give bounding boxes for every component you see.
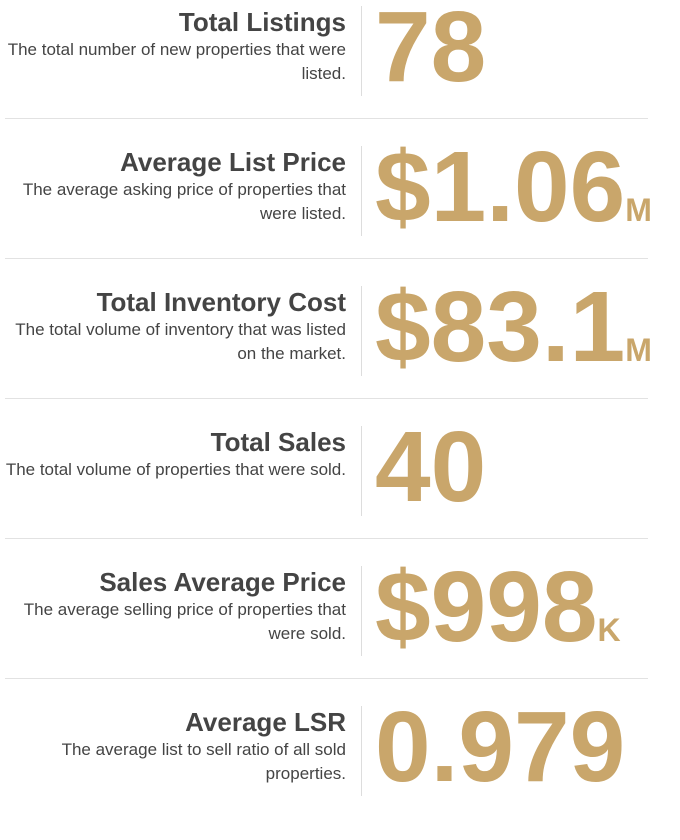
stats-page: {"stats": [ {"title": "Total Listings", … bbox=[0, 0, 680, 797]
stat-value-box: 78 bbox=[375, 0, 486, 97]
stat-value-box: $83.1M bbox=[375, 277, 652, 400]
divider bbox=[361, 706, 362, 796]
stat-description: The total volume of inventory that was l… bbox=[15, 320, 346, 363]
stat-description: The average asking price of properties t… bbox=[22, 180, 346, 223]
stat-value-box: $998K bbox=[375, 557, 621, 680]
stat-row: Total Sales The total volume of propertie… bbox=[0, 417, 680, 560]
stat-value: $83.1 bbox=[375, 271, 626, 383]
stat-title: Total Sales bbox=[210, 427, 346, 457]
divider bbox=[361, 146, 362, 236]
stat-text: Total Inventory Cost The total volume of … bbox=[0, 286, 346, 366]
stat-text: Average LSR The average list to sell rati… bbox=[0, 706, 346, 786]
separator bbox=[5, 398, 648, 399]
stat-description: The average list to sell ratio of all so… bbox=[61, 740, 346, 783]
stat-text: Sales Average Price The average selling p… bbox=[0, 566, 346, 646]
stat-value: $998 bbox=[375, 551, 598, 663]
stat-title: Average LSR bbox=[185, 707, 346, 737]
stat-text: Total Sales The total volume of propertie… bbox=[0, 426, 346, 482]
divider bbox=[361, 286, 362, 376]
stat-row: Total Listings The total number of new pr… bbox=[0, 0, 680, 140]
stat-value-box: 40 bbox=[375, 417, 486, 517]
separator bbox=[5, 678, 648, 679]
stat-value: 40 bbox=[375, 411, 487, 523]
stat-value-box: $1.06M bbox=[375, 137, 652, 260]
stat-title: Total Inventory Cost bbox=[96, 287, 346, 317]
stat-description: The total number of new properties that … bbox=[7, 40, 346, 83]
stat-title: Sales Average Price bbox=[99, 567, 346, 597]
stat-unit: K bbox=[597, 612, 621, 648]
separator bbox=[5, 538, 648, 539]
stat-row: Average LSR The average list to sell rati… bbox=[0, 697, 680, 840]
divider bbox=[361, 6, 362, 96]
stat-value: $1.06 bbox=[375, 131, 626, 243]
stat-text: Total Listings The total number of new pr… bbox=[0, 6, 346, 86]
stat-unit: M bbox=[625, 192, 652, 228]
stat-unit: M bbox=[625, 332, 652, 368]
divider bbox=[361, 426, 362, 516]
stat-row: Total Inventory Cost The total volume of … bbox=[0, 277, 680, 420]
stat-value-box: 0.979 bbox=[375, 697, 625, 797]
stat-row: Average List Price The average asking pri… bbox=[0, 137, 680, 280]
divider bbox=[361, 566, 362, 656]
stat-text: Average List Price The average asking pri… bbox=[0, 146, 346, 226]
stat-description: The total volume of properties that were… bbox=[5, 460, 346, 479]
stat-value: 78 bbox=[375, 0, 487, 103]
stat-row: Sales Average Price The average selling p… bbox=[0, 557, 680, 700]
separator bbox=[5, 118, 648, 119]
stat-title: Average List Price bbox=[120, 147, 346, 177]
stat-description: The average selling price of properties … bbox=[23, 600, 346, 643]
stat-value: 0.979 bbox=[375, 691, 626, 803]
separator bbox=[5, 258, 648, 259]
stat-title: Total Listings bbox=[178, 7, 346, 37]
